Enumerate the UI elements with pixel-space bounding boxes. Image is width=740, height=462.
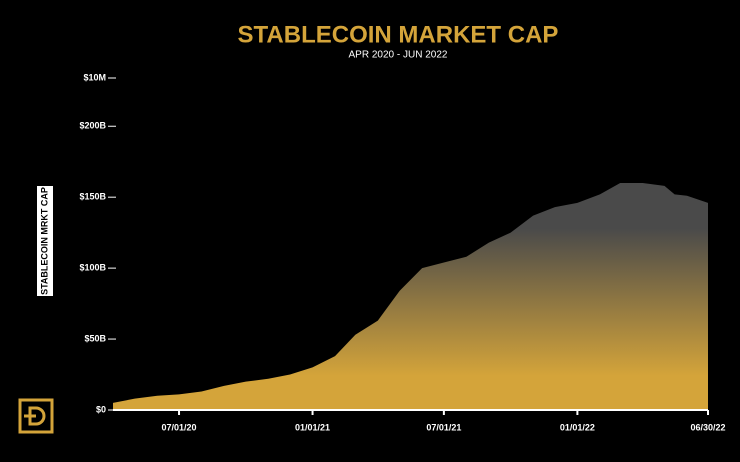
x-tick-label: 06/30/22: [690, 422, 725, 432]
x-tick-label: 01/01/21: [295, 422, 330, 432]
logo: [18, 398, 54, 434]
y-tick-label: $100B: [79, 262, 106, 272]
y-tick-label: $50B: [84, 333, 106, 343]
area: [113, 182, 708, 410]
x-tick-label: 07/01/21: [426, 422, 461, 432]
chart-title: STABLECOIN MARKET CAP: [238, 21, 559, 48]
y-label-box: [37, 186, 53, 296]
y-axis-label: STABLECOIN MRKT CAP: [39, 187, 49, 295]
x-tick-label: 07/01/20: [162, 422, 197, 432]
y-tick-label: $150B: [79, 192, 106, 202]
y-tick-label: $200B: [79, 121, 106, 131]
x-tick-label: 01/01/22: [560, 422, 595, 432]
y-tick-label: $0: [96, 404, 106, 414]
y-tick-label: $10M: [83, 72, 106, 82]
chart-subtitle: APR 2020 - JUN 2022: [349, 50, 448, 61]
